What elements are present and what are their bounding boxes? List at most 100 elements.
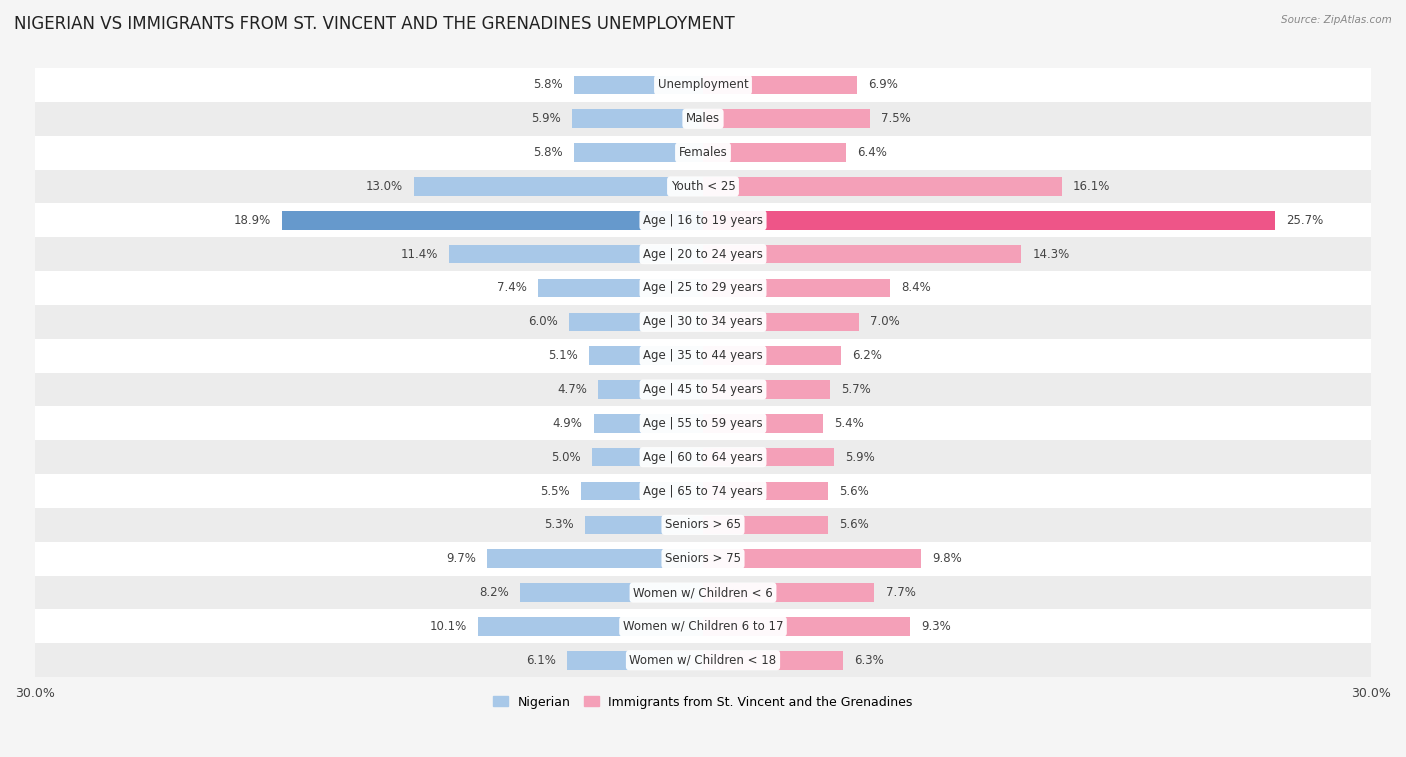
Bar — [35, 441, 1371, 474]
Text: NIGERIAN VS IMMIGRANTS FROM ST. VINCENT AND THE GRENADINES UNEMPLOYMENT: NIGERIAN VS IMMIGRANTS FROM ST. VINCENT … — [14, 15, 735, 33]
Bar — [449, 245, 703, 263]
Bar — [35, 575, 1371, 609]
Bar — [35, 237, 1371, 271]
Bar — [35, 338, 1371, 372]
Text: 6.1%: 6.1% — [526, 654, 555, 667]
Text: Age | 45 to 54 years: Age | 45 to 54 years — [643, 383, 763, 396]
Bar — [35, 102, 1371, 136]
Bar — [35, 271, 1371, 305]
Bar — [703, 347, 841, 365]
Bar — [567, 651, 703, 669]
Text: Seniors > 75: Seniors > 75 — [665, 552, 741, 565]
Text: 5.8%: 5.8% — [533, 146, 562, 159]
Bar — [35, 204, 1371, 237]
Text: 6.9%: 6.9% — [868, 79, 897, 92]
Bar — [35, 407, 1371, 441]
Bar — [35, 170, 1371, 204]
Bar — [703, 583, 875, 602]
Text: Seniors > 65: Seniors > 65 — [665, 519, 741, 531]
Text: 13.0%: 13.0% — [366, 180, 402, 193]
Text: 9.7%: 9.7% — [446, 552, 475, 565]
Bar — [592, 448, 703, 466]
Text: 5.6%: 5.6% — [839, 519, 869, 531]
Bar — [703, 211, 1275, 229]
Text: Females: Females — [679, 146, 727, 159]
Text: Women w/ Children < 18: Women w/ Children < 18 — [630, 654, 776, 667]
Text: 7.4%: 7.4% — [498, 282, 527, 294]
Bar — [283, 211, 703, 229]
Bar — [593, 414, 703, 433]
Bar — [703, 550, 921, 568]
Text: 6.4%: 6.4% — [856, 146, 887, 159]
Bar — [703, 448, 834, 466]
Text: 14.3%: 14.3% — [1032, 248, 1070, 260]
Bar — [703, 313, 859, 331]
Bar — [35, 542, 1371, 575]
Text: 5.8%: 5.8% — [533, 79, 562, 92]
Bar — [35, 136, 1371, 170]
Text: 11.4%: 11.4% — [401, 248, 439, 260]
Bar — [703, 617, 910, 636]
Bar — [703, 516, 828, 534]
Text: Age | 16 to 19 years: Age | 16 to 19 years — [643, 213, 763, 227]
Text: 7.0%: 7.0% — [870, 316, 900, 329]
Bar — [703, 481, 828, 500]
Bar — [574, 143, 703, 162]
Text: 5.6%: 5.6% — [839, 484, 869, 497]
Bar — [35, 643, 1371, 678]
Text: 9.8%: 9.8% — [932, 552, 962, 565]
Text: Males: Males — [686, 112, 720, 125]
Legend: Nigerian, Immigrants from St. Vincent and the Grenadines: Nigerian, Immigrants from St. Vincent an… — [488, 690, 918, 714]
Bar — [703, 143, 845, 162]
Text: 5.3%: 5.3% — [544, 519, 574, 531]
Text: Source: ZipAtlas.com: Source: ZipAtlas.com — [1281, 15, 1392, 25]
Bar — [703, 245, 1021, 263]
Text: Age | 55 to 59 years: Age | 55 to 59 years — [643, 417, 763, 430]
Text: 7.7%: 7.7% — [886, 586, 915, 599]
Text: Youth < 25: Youth < 25 — [671, 180, 735, 193]
Bar — [581, 481, 703, 500]
Bar — [572, 110, 703, 128]
Text: 16.1%: 16.1% — [1073, 180, 1109, 193]
Bar — [703, 110, 870, 128]
Text: Age | 30 to 34 years: Age | 30 to 34 years — [643, 316, 763, 329]
Text: 5.5%: 5.5% — [540, 484, 569, 497]
Text: 6.3%: 6.3% — [855, 654, 884, 667]
Bar — [35, 508, 1371, 542]
Text: 5.7%: 5.7% — [841, 383, 870, 396]
Bar — [35, 305, 1371, 338]
Bar — [35, 372, 1371, 407]
Text: Women w/ Children < 6: Women w/ Children < 6 — [633, 586, 773, 599]
Text: 5.9%: 5.9% — [845, 450, 876, 464]
Text: 4.7%: 4.7% — [557, 383, 588, 396]
Bar — [478, 617, 703, 636]
Bar — [486, 550, 703, 568]
Bar — [703, 380, 830, 399]
Text: 25.7%: 25.7% — [1286, 213, 1323, 227]
Text: 8.2%: 8.2% — [479, 586, 509, 599]
Bar — [589, 347, 703, 365]
Text: 6.0%: 6.0% — [529, 316, 558, 329]
Text: 18.9%: 18.9% — [233, 213, 271, 227]
Text: 5.0%: 5.0% — [551, 450, 581, 464]
Text: 8.4%: 8.4% — [901, 282, 931, 294]
Bar — [35, 609, 1371, 643]
Text: 9.3%: 9.3% — [921, 620, 950, 633]
Text: Age | 35 to 44 years: Age | 35 to 44 years — [643, 349, 763, 362]
Text: 10.1%: 10.1% — [430, 620, 467, 633]
Bar — [574, 76, 703, 94]
Bar — [538, 279, 703, 298]
Text: Women w/ Children 6 to 17: Women w/ Children 6 to 17 — [623, 620, 783, 633]
Bar — [520, 583, 703, 602]
Bar — [703, 651, 844, 669]
Bar — [703, 177, 1062, 196]
Bar — [413, 177, 703, 196]
Text: 4.9%: 4.9% — [553, 417, 582, 430]
Text: Unemployment: Unemployment — [658, 79, 748, 92]
Bar — [599, 380, 703, 399]
Bar — [35, 68, 1371, 102]
Bar — [703, 76, 856, 94]
Bar — [703, 414, 824, 433]
Text: 5.9%: 5.9% — [530, 112, 561, 125]
Bar — [35, 474, 1371, 508]
